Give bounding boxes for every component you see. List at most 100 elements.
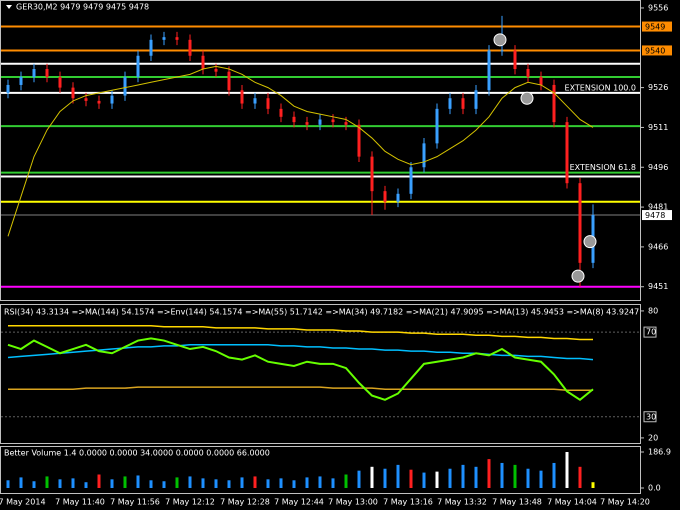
volume-bar (383, 468, 387, 488)
y-tick-label: 0.0 (648, 483, 661, 492)
volume-bar (253, 476, 257, 488)
candle-body (58, 76, 62, 88)
volume-bar (565, 451, 569, 488)
moving-average (7, 65, 594, 237)
x-tick-label: 7 May 14:20 (600, 498, 650, 507)
candle-body (487, 50, 491, 91)
candle-body (266, 98, 270, 109)
x-tick-label: 7 May 12:44 (274, 498, 324, 507)
volume-bar (58, 479, 62, 488)
indicator-line (8, 324, 593, 341)
price-tag (642, 210, 672, 221)
volume-bar (526, 468, 530, 488)
x-tick-label: 7 May 14:04 (547, 498, 597, 507)
volume-bar (84, 482, 88, 488)
candle-body (201, 55, 205, 70)
volume-bar (266, 479, 270, 488)
x-tick-label: 7 May 13:00 (328, 498, 378, 507)
x-tick-label: 7 May 13:16 (383, 498, 433, 507)
volume-bar (71, 478, 75, 488)
candle-body (149, 39, 153, 56)
volume-bar (552, 462, 556, 488)
volume-bar (435, 471, 439, 488)
volume-bar (344, 474, 348, 488)
volume-bar (97, 474, 101, 488)
candle-body (240, 90, 244, 104)
y-tick-label: 186.9 (648, 447, 671, 456)
volume-bar (448, 468, 452, 488)
price-tag (642, 45, 672, 56)
price-tag-label: 9540 (645, 46, 665, 55)
candle-body (305, 122, 309, 125)
volume-bar (396, 464, 400, 488)
volume-bar (461, 464, 465, 488)
volume-bar (32, 481, 36, 488)
volume-bar (149, 480, 153, 488)
panel-frames (0, 0, 641, 494)
x-tick-label: 7 May 12:12 (165, 498, 215, 507)
volume-bar (591, 482, 595, 488)
candle-body (448, 98, 452, 109)
indicator-line (8, 386, 593, 392)
candle-body (318, 119, 322, 125)
candle-body (513, 50, 517, 70)
candle-body (175, 37, 179, 40)
y-tick-label: 9511 (648, 123, 668, 132)
volume-bar (305, 477, 309, 488)
signal-marker (571, 269, 585, 283)
indicator-line (7, 344, 594, 361)
x-tick-label: 7 May 12:28 (220, 498, 270, 507)
candle-body (6, 84, 10, 93)
annotation: EXTENSION 100.0 (565, 83, 636, 92)
candle-body (227, 71, 231, 91)
volume-bar (6, 480, 10, 488)
volume-bar (292, 480, 296, 488)
candle-body (383, 191, 387, 202)
candle-body (357, 124, 361, 157)
candle-body (526, 69, 530, 77)
volume-bar (214, 479, 218, 488)
y-tick-label: 9481 (648, 203, 668, 212)
y-tick-label: 9451 (648, 282, 668, 291)
volume-bar (578, 466, 582, 488)
candle-body (253, 98, 257, 104)
annotation: EXTENSION 61.8 (570, 163, 636, 172)
y-tick-label: 20 (648, 433, 658, 442)
level-tag (643, 326, 657, 338)
candle-body (162, 37, 166, 40)
candle-body (461, 98, 465, 109)
indicator-line (7, 337, 594, 402)
candle-body (279, 108, 283, 117)
candle-body (97, 100, 101, 104)
volume-bar (136, 475, 140, 488)
candle-body (422, 143, 426, 168)
candle-body (188, 39, 192, 56)
candle-body (578, 183, 582, 263)
volume-bar (45, 476, 49, 488)
volume-bar (539, 470, 543, 488)
x-tick-label: 7 May 13:32 (437, 498, 487, 507)
candle-body (110, 95, 114, 104)
signal-marker (520, 91, 534, 105)
volume-bar (240, 477, 244, 488)
x-tick-label: 7 May 11:56 (110, 498, 160, 507)
candle-body (71, 87, 75, 99)
candle-body (84, 98, 88, 101)
candle-body (500, 50, 504, 52)
x-tick-label: 7 May 11:40 (55, 498, 105, 507)
y-tick-label: 9496 (648, 163, 668, 172)
volume-bar (409, 469, 413, 488)
candle-body (214, 69, 218, 72)
volume-bar (201, 478, 205, 488)
menu-arrow (6, 5, 12, 9)
volume-bar (422, 472, 426, 488)
volume-bar (357, 470, 361, 488)
chart-title: GER30,M2 9479 9479 9475 9478 (16, 3, 149, 12)
volume-bar (188, 476, 192, 488)
signal-marker (493, 33, 507, 47)
volume-bar (318, 476, 322, 488)
volume-bar (123, 476, 127, 488)
candle-body (552, 84, 556, 123)
candle-body (409, 167, 413, 194)
